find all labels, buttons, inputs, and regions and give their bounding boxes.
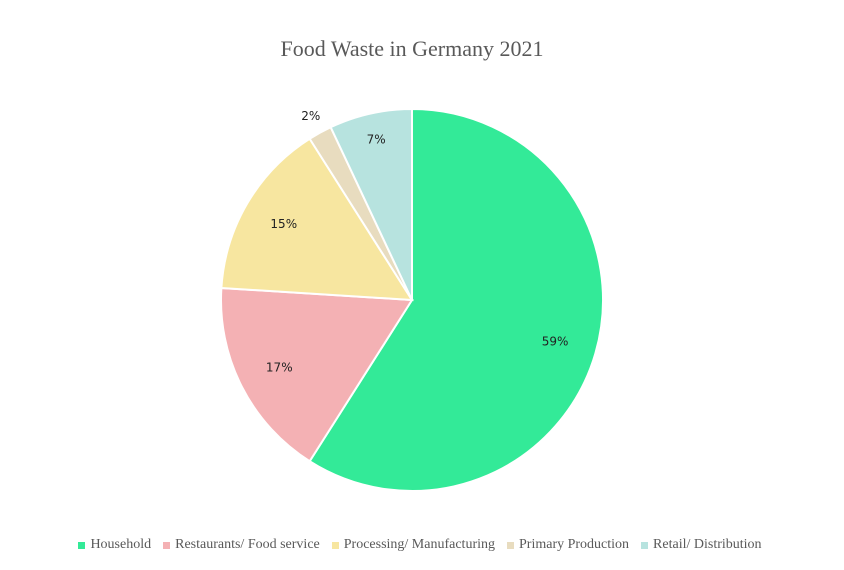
pie-slice-processing-manufacturing <box>220 137 414 302</box>
legend-label: Household <box>90 537 152 552</box>
legend-item: Restaurants/ Food service <box>163 537 320 553</box>
legend-item: Primary Production <box>507 537 629 553</box>
legend-swatch <box>78 541 86 549</box>
legend-swatch <box>507 541 514 549</box>
legend-item: Retail/ Distribution <box>641 537 762 553</box>
data-label: 59% <box>542 335 569 349</box>
data-label: 2% <box>301 109 320 123</box>
legend-item: Processing/ Manufacturing <box>331 537 495 553</box>
pie-slice-retail-distribution <box>329 107 413 301</box>
pie-slice-restaurants-food-service <box>220 286 414 463</box>
legend-swatch <box>163 541 171 549</box>
pie-slice-household <box>308 107 604 492</box>
pie-chart: 59% 17% 15% 2% 7% <box>220 107 604 492</box>
legend-swatch <box>331 541 339 549</box>
data-label: 17% <box>266 361 293 375</box>
chart-legend: Household Restaurants/ Food service Proces… <box>0 537 840 553</box>
legend-swatch <box>641 541 649 549</box>
chart-title: Food Waste in Germany 2021 <box>280 36 544 61</box>
data-label: 7% <box>367 133 386 147</box>
legend-label: Processing/ Manufacturing <box>343 537 495 552</box>
data-label: 15% <box>270 217 297 231</box>
legend-item: Household <box>78 537 151 553</box>
legend-label: Retail/ Distribution <box>653 537 762 552</box>
legend-label: Primary Production <box>519 537 630 552</box>
legend-label: Restaurants/ Food service <box>175 537 320 552</box>
